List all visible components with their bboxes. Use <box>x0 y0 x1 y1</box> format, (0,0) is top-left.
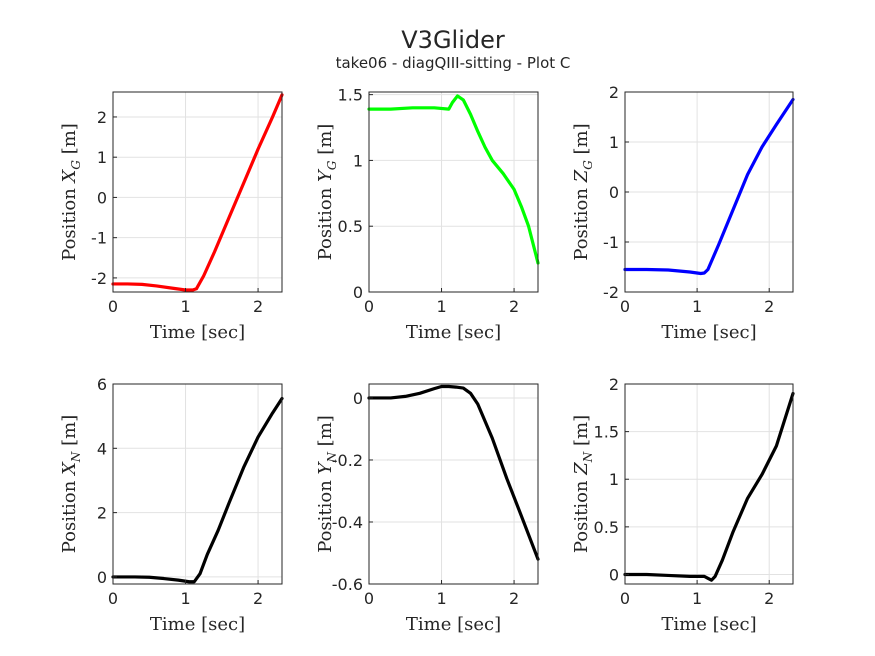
x-tick-label: 0 <box>364 297 374 316</box>
x-tick-label: 0 <box>108 297 118 316</box>
y-tick-label: 0 <box>609 565 619 584</box>
plot-area <box>624 383 794 585</box>
x-axis-label: Time [sec] <box>150 614 245 635</box>
y-axis-label: Position XG [m] <box>59 123 83 261</box>
x-axis-label: Time [sec] <box>150 322 245 343</box>
y-tick-label: 2 <box>609 83 619 102</box>
plot-area <box>112 91 283 293</box>
axes-frame <box>112 91 283 293</box>
figure-title: V3Glider <box>401 26 505 54</box>
x-tick-label: 1 <box>692 589 702 608</box>
axes-frame <box>368 91 539 293</box>
series-line <box>111 396 284 584</box>
x-axis-label: Time [sec] <box>406 322 501 343</box>
y-tick-label: 0 <box>97 188 107 207</box>
series-line <box>367 384 540 561</box>
x-tick-label: 2 <box>764 589 774 608</box>
x-tick-label: 1 <box>180 589 190 608</box>
plot-area <box>368 383 539 585</box>
x-tick-label: 0 <box>108 589 118 608</box>
y-axis-label: Position YN [m] <box>315 415 339 553</box>
subplot-2: 0 1 2 0 0.5 1 1.5 Time [sec] Position YG [m] <box>315 86 540 343</box>
x-tick-label: 2 <box>253 297 263 316</box>
x-tick-label: 1 <box>436 589 446 608</box>
y-tick-label: -2 <box>91 269 107 288</box>
x-tick-label: 0 <box>364 589 374 608</box>
y-tick-label: -1 <box>603 233 619 252</box>
y-tick-label: 1 <box>353 151 363 170</box>
y-tick-label: 2 <box>97 504 107 523</box>
axes-frame <box>368 383 539 585</box>
series-line <box>623 391 795 582</box>
subplot-5: 0 1 2 -0.6 -0.4 -0.2 0 Time [sec] Position YN [m… <box>315 383 540 635</box>
y-axis-label: Position XN [m] <box>59 415 83 554</box>
y-tick-label: 1 <box>97 148 107 167</box>
y-tick-label: -1 <box>91 229 107 248</box>
x-tick-label: 0 <box>620 589 630 608</box>
y-tick-label: 0 <box>97 568 107 587</box>
x-tick-label: 2 <box>509 589 519 608</box>
y-tick-label: -0.2 <box>332 451 363 470</box>
x-tick-label: 0 <box>620 297 630 316</box>
series-line <box>111 93 284 292</box>
x-tick-label: 1 <box>692 297 702 316</box>
subplot-6: 0 1 2 0 0.5 1 1.5 2 Time [sec] Position ZN [m] <box>571 375 795 635</box>
y-tick-label: 0 <box>609 183 619 202</box>
x-tick-label: 2 <box>253 589 263 608</box>
subplot-4: 0 1 2 0 2 4 6 Time [sec] Position XN [m] <box>59 375 284 635</box>
plot-area <box>368 91 539 293</box>
y-tick-label: 0.5 <box>338 217 363 236</box>
y-axis-label: Position ZN [m] <box>571 415 595 553</box>
y-tick-label: 6 <box>97 375 107 394</box>
series-line <box>367 94 540 265</box>
axes-frame <box>112 383 283 585</box>
x-axis-label: Time [sec] <box>661 614 756 635</box>
x-axis-label: Time [sec] <box>406 614 501 635</box>
figure-subtitle: take06 - diagQIII-sitting - Plot C <box>336 54 571 72</box>
y-tick-label: 2 <box>609 375 619 394</box>
y-tick-label: 0 <box>353 283 363 302</box>
x-axis-label: Time [sec] <box>661 322 756 343</box>
y-axis-label: Position YG [m] <box>315 124 339 261</box>
y-tick-label: 0 <box>353 389 363 408</box>
series-line <box>623 97 795 276</box>
y-tick-label: 2 <box>97 108 107 127</box>
y-tick-label: 1 <box>609 470 619 489</box>
y-tick-label: -2 <box>603 283 619 302</box>
y-tick-label: 0.5 <box>594 518 619 537</box>
x-tick-label: 2 <box>509 297 519 316</box>
subplot-3: 0 1 2 -2 -1 0 1 2 Time [sec] Position ZG [m] <box>571 83 795 343</box>
subplot-1: 0 1 2 -2 -1 0 1 2 Time [sec] Position XG [m] <box>59 91 284 343</box>
y-tick-label: 4 <box>97 439 107 458</box>
x-tick-label: 1 <box>436 297 446 316</box>
y-tick-label: -0.6 <box>332 575 363 594</box>
y-tick-label: 1.5 <box>338 86 363 105</box>
y-axis-label: Position ZG [m] <box>571 123 595 260</box>
x-tick-label: 2 <box>764 297 774 316</box>
y-tick-label: 1 <box>609 133 619 152</box>
y-tick-label: -0.4 <box>332 513 363 532</box>
plot-area <box>112 383 283 585</box>
y-tick-label: 1.5 <box>594 423 619 442</box>
x-tick-label: 1 <box>180 297 190 316</box>
axes-frame <box>624 383 794 585</box>
